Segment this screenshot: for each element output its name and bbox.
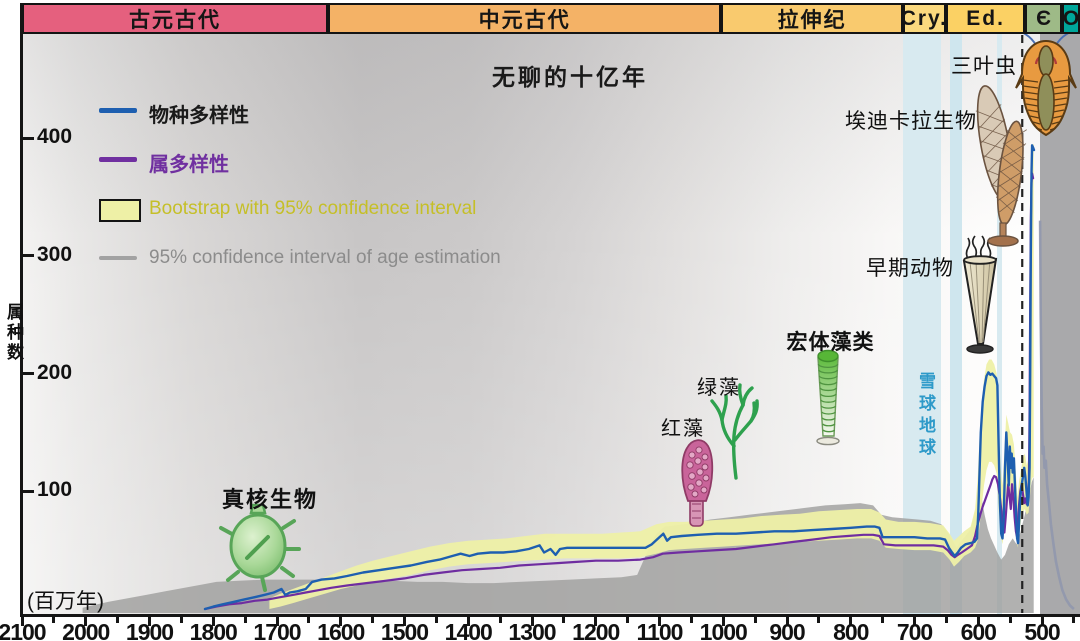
geologic-era-bar: 古元古代 中元古代 拉伸纪 Cry. Ed. Є O [20, 3, 1080, 34]
y-axis-title: 属种数 [4, 303, 23, 363]
x-tick-label-500: 500 [1024, 619, 1060, 641]
x-tick-600 [976, 617, 980, 626]
legend-genus-label: 属多样性 [149, 154, 229, 176]
x-tick-2000 [84, 617, 88, 626]
x-minor-tick-550 [1008, 617, 1012, 623]
x-minor-tick-750 [881, 617, 885, 623]
x-minor-tick-450 [1072, 617, 1076, 623]
x-tick-900 [785, 617, 789, 626]
x-tick-2100 [20, 617, 24, 626]
y-tick-label-300: 300 [37, 242, 73, 266]
x-tick-label-900: 900 [769, 619, 805, 641]
y-tick-400 [23, 136, 34, 140]
x-minor-tick-950 [753, 617, 757, 623]
x-minor-tick-1450 [434, 617, 438, 623]
x-minor-tick-1250 [562, 617, 566, 623]
annotation-red-algae: 红藻 [661, 418, 705, 440]
x-tick-label-1400: 1400 [444, 619, 493, 641]
x-minor-tick-1150 [626, 617, 630, 623]
x-tick-500 [1040, 617, 1044, 626]
x-minor-tick-1750 [243, 617, 247, 623]
x-tick-label-1100: 1100 [636, 619, 684, 641]
legend-bootstrap-label: Bootstrap with 95% confidence interval [149, 198, 477, 219]
era-segment-6: O [1063, 5, 1079, 32]
x-tick-1500 [403, 617, 406, 626]
x-minor-tick-850 [817, 617, 821, 623]
annotation-eukaryote: 真核生物 [221, 487, 318, 512]
x-tick-label-1000: 1000 [699, 619, 748, 641]
legend-ageci-label: 95% confidence interval of age estimatio… [149, 247, 501, 268]
era-segment-3: Cry. [901, 5, 946, 32]
x-tick-700 [913, 617, 916, 626]
legend-ageci-line-swatch [99, 256, 137, 260]
x-tick-label-1700: 1700 [253, 619, 301, 641]
x-tick-label-800: 800 [833, 619, 869, 641]
era-segment-0: 古元古代 [24, 5, 326, 32]
x-tick-1400 [466, 617, 470, 626]
y-tick-200 [23, 372, 34, 376]
x-minor-tick-1050 [689, 617, 693, 623]
x-minor-tick-2050 [52, 617, 56, 623]
x-tick-label-1800: 1800 [189, 619, 238, 641]
y-tick-label-100: 100 [37, 478, 73, 502]
x-tick-label-1900: 1900 [125, 619, 174, 641]
x-minor-tick-1950 [116, 617, 120, 623]
legend-species-label: 物种多样性 [149, 105, 249, 127]
annotation-macroalgae: 宏体藻类 [786, 331, 875, 354]
annotation-ediacaran-biota: 埃迪卡拉生物 [845, 110, 977, 133]
era-segment-1: 中元古代 [330, 5, 720, 32]
era-segment-2: 拉伸纪 [723, 5, 902, 32]
x-minor-tick-1550 [371, 617, 375, 623]
era-segment-5: Є [1027, 5, 1060, 32]
annotation-green-algae: 绿藻 [697, 377, 741, 399]
y-tick-label-200: 200 [37, 360, 73, 384]
x-tick-label-1500: 1500 [380, 619, 429, 641]
annotation-snowball-earth: 雪球地球 [916, 372, 935, 460]
x-tick-1800 [211, 617, 215, 626]
x-tick-label-2000: 2000 [62, 619, 110, 641]
chart-title: 无聊的十亿年 [492, 64, 648, 90]
x-tick-800 [849, 617, 853, 626]
x-tick-1100 [658, 617, 661, 626]
y-tick-label-400: 400 [37, 125, 73, 149]
x-tick-1700 [275, 617, 279, 626]
x-tick-1600 [339, 617, 343, 626]
x-tick-1200 [594, 617, 598, 626]
legend-genus-line-swatch [99, 157, 137, 162]
x-minor-tick-650 [944, 617, 948, 623]
x-tick-1000 [721, 617, 725, 626]
x-axis-unit-label: (百万年) [27, 590, 104, 613]
x-tick-1300 [530, 617, 534, 626]
x-minor-tick-1350 [498, 617, 502, 623]
era-segment-4: Ed. [947, 5, 1024, 32]
x-minor-tick-1650 [307, 617, 311, 623]
y-tick-300 [23, 254, 34, 258]
x-minor-tick-1850 [179, 617, 183, 623]
x-tick-label-700: 700 [896, 619, 933, 641]
phanerozoic-shaded-zone [1040, 33, 1080, 614]
x-tick-label-1200: 1200 [572, 619, 620, 641]
y-axis-line [20, 3, 23, 617]
x-tick-label-1300: 1300 [508, 619, 556, 641]
x-tick-label-2100: 2100 [0, 619, 47, 641]
y-tick-100 [23, 489, 34, 493]
annotation-trilobite: 三叶虫 [951, 55, 1017, 78]
legend-species-line-swatch [99, 108, 137, 113]
annotation-early-animals: 早期动物 [866, 257, 954, 280]
legend-bootstrap-box-swatch [99, 199, 141, 222]
x-axis-line [20, 614, 1080, 617]
x-tick-label-1600: 1600 [317, 619, 365, 641]
x-tick-label-600: 600 [960, 619, 997, 641]
x-tick-1900 [148, 617, 151, 626]
